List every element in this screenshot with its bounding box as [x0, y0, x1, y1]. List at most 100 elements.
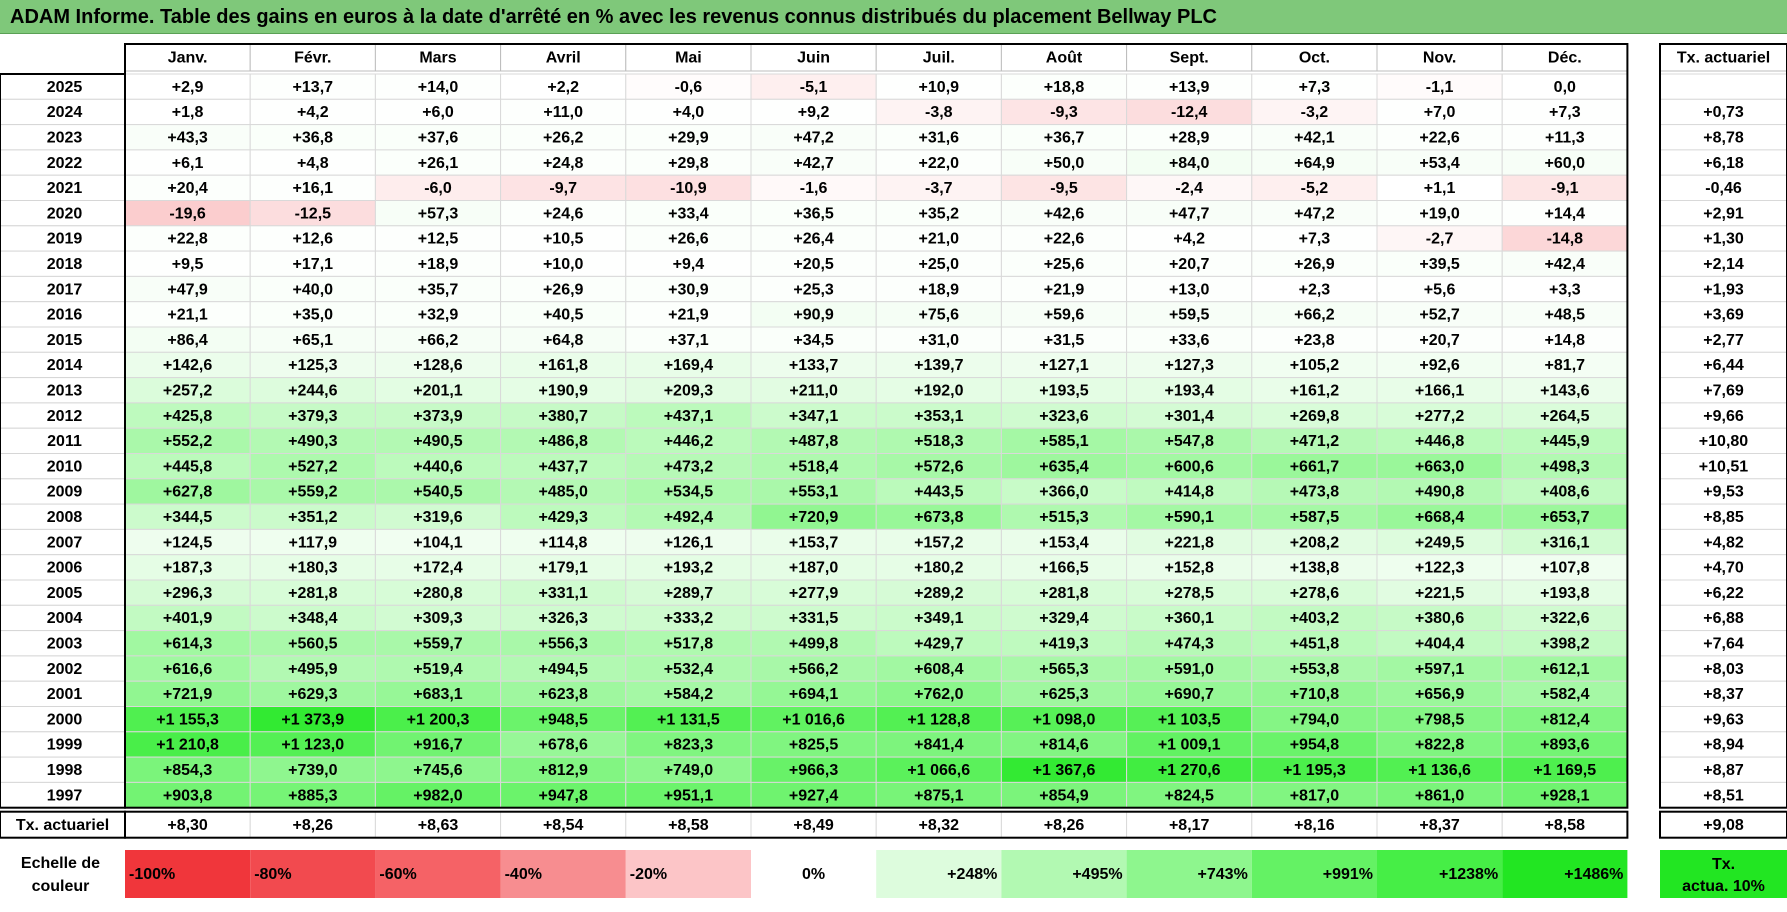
year-label: 2008 — [47, 509, 83, 526]
value-cell — [1501, 655, 1628, 682]
value-label: +128,6 — [413, 357, 462, 374]
footer-value-label: +8,58 — [668, 817, 709, 834]
value-label: +487,8 — [789, 433, 838, 450]
scale-swatch-label: +495% — [1072, 866, 1122, 883]
value-cell — [1251, 706, 1378, 733]
value-label: +404,4 — [1415, 635, 1464, 652]
value-label: +14,0 — [418, 79, 459, 96]
value-label: +9,4 — [673, 256, 705, 273]
rate-label: +6,22 — [1703, 585, 1744, 602]
column-header-cell — [1251, 43, 1378, 72]
value-label: +556,3 — [539, 635, 588, 652]
value-label: +721,9 — [163, 686, 212, 703]
footer-value-label: +8,58 — [1545, 817, 1586, 834]
rate-cell — [1659, 200, 1787, 227]
value-cell — [1501, 503, 1628, 530]
value-cell — [1501, 427, 1628, 455]
value-cell — [625, 73, 752, 100]
value-cell — [875, 98, 1002, 126]
value-label: +190,9 — [539, 382, 588, 399]
value-label: +52,7 — [1419, 307, 1460, 324]
value-cell — [625, 579, 752, 606]
value-cell — [875, 453, 1002, 480]
value-label: +951,1 — [664, 787, 713, 804]
year-cell — [0, 250, 126, 277]
page-title: ADAM Informe. Table des gains en euros à… — [0, 0, 1787, 34]
year-label: 2017 — [47, 281, 83, 298]
value-cell — [750, 174, 877, 201]
value-cell — [124, 680, 251, 708]
value-label: +26,4 — [793, 231, 834, 248]
footer-value-label: +8,26 — [293, 817, 334, 834]
value-label: +277,2 — [1415, 408, 1464, 425]
value-cell — [1251, 756, 1378, 783]
value-cell — [1376, 781, 1503, 809]
value-label: +47,2 — [1294, 205, 1335, 222]
value-cell — [1501, 706, 1628, 733]
rate-label: +0,73 — [1703, 104, 1744, 121]
value-cell — [1501, 781, 1628, 809]
value-label: -3,7 — [925, 180, 953, 197]
scale-swatch — [1001, 850, 1127, 898]
value-cell — [1126, 781, 1253, 809]
value-cell — [500, 453, 627, 480]
scale-swatch — [876, 850, 1002, 898]
year-label: 2000 — [47, 711, 83, 728]
year-cell — [0, 326, 126, 353]
value-cell — [1376, 604, 1503, 632]
value-cell — [124, 326, 251, 353]
value-cell — [124, 554, 251, 581]
value-label: +296,3 — [163, 585, 212, 602]
value-cell — [1376, 250, 1503, 277]
value-label: +916,7 — [413, 737, 462, 754]
column-header-cell — [1376, 43, 1503, 72]
value-label: +572,6 — [914, 458, 963, 475]
year-label: 2007 — [47, 534, 83, 551]
value-cell — [750, 554, 877, 581]
value-label: +612,1 — [1540, 661, 1589, 678]
rate-cell — [1659, 73, 1787, 100]
value-label: +331,5 — [789, 610, 838, 627]
value-cell — [1000, 301, 1128, 328]
value-label: +585,1 — [1039, 433, 1088, 450]
footer-value-label: +8,32 — [919, 817, 960, 834]
value-cell — [1376, 200, 1503, 227]
value-label: +331,1 — [539, 585, 588, 602]
value-label: +590,1 — [1165, 509, 1214, 526]
value-label: +893,6 — [1540, 737, 1589, 754]
value-label: +401,9 — [163, 610, 212, 627]
value-label: +798,5 — [1415, 711, 1464, 728]
value-label: +4,2 — [1173, 231, 1205, 248]
value-label: +762,0 — [914, 686, 963, 703]
value-cell — [625, 756, 752, 783]
value-label: +794,0 — [1290, 711, 1339, 728]
value-label: +13,9 — [1169, 79, 1210, 96]
rate-label: +8,03 — [1703, 661, 1744, 678]
value-label: +22,0 — [919, 155, 960, 172]
value-cell — [1000, 200, 1128, 227]
value-label: +36,8 — [293, 129, 334, 146]
year-label: 2015 — [47, 332, 83, 349]
year-cell — [0, 301, 126, 328]
value-label: +473,8 — [1290, 484, 1339, 501]
scale-swatch — [751, 850, 877, 898]
footer-value-cell — [750, 811, 877, 839]
value-cell — [124, 706, 251, 733]
value-label: +2,3 — [1299, 281, 1331, 298]
value-label: +560,5 — [288, 635, 337, 652]
rate-label: +8,87 — [1703, 762, 1744, 779]
rate-cell — [1659, 149, 1787, 176]
value-label: +57,3 — [418, 205, 459, 222]
footer-rate-cell — [1659, 810, 1787, 839]
value-label: +2,9 — [172, 79, 204, 96]
value-label: +35,7 — [418, 281, 459, 298]
value-label: +42,1 — [1294, 129, 1335, 146]
value-label: +277,9 — [789, 585, 838, 602]
value-label: +982,0 — [413, 787, 462, 804]
rate-header-label: Tx. actuariel — [1677, 50, 1770, 67]
value-label: +323,6 — [1039, 408, 1088, 425]
value-cell — [500, 326, 627, 353]
footer-value-cell — [625, 811, 752, 839]
value-cell — [124, 655, 251, 682]
value-label: +353,1 — [914, 408, 963, 425]
